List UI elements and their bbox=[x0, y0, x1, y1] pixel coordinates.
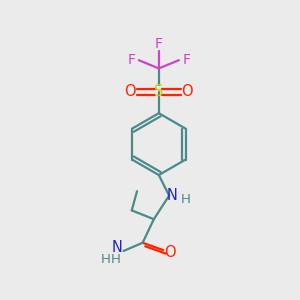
Text: O: O bbox=[164, 245, 176, 260]
Text: O: O bbox=[124, 85, 136, 100]
Text: F: F bbox=[128, 53, 136, 67]
Text: H: H bbox=[111, 253, 121, 266]
Text: N: N bbox=[167, 188, 178, 203]
Text: H: H bbox=[180, 193, 190, 206]
Text: O: O bbox=[182, 85, 193, 100]
Text: H: H bbox=[101, 253, 111, 266]
Text: F: F bbox=[182, 53, 190, 67]
Text: S: S bbox=[154, 85, 164, 100]
Text: F: F bbox=[155, 37, 163, 51]
Text: N: N bbox=[112, 240, 122, 255]
